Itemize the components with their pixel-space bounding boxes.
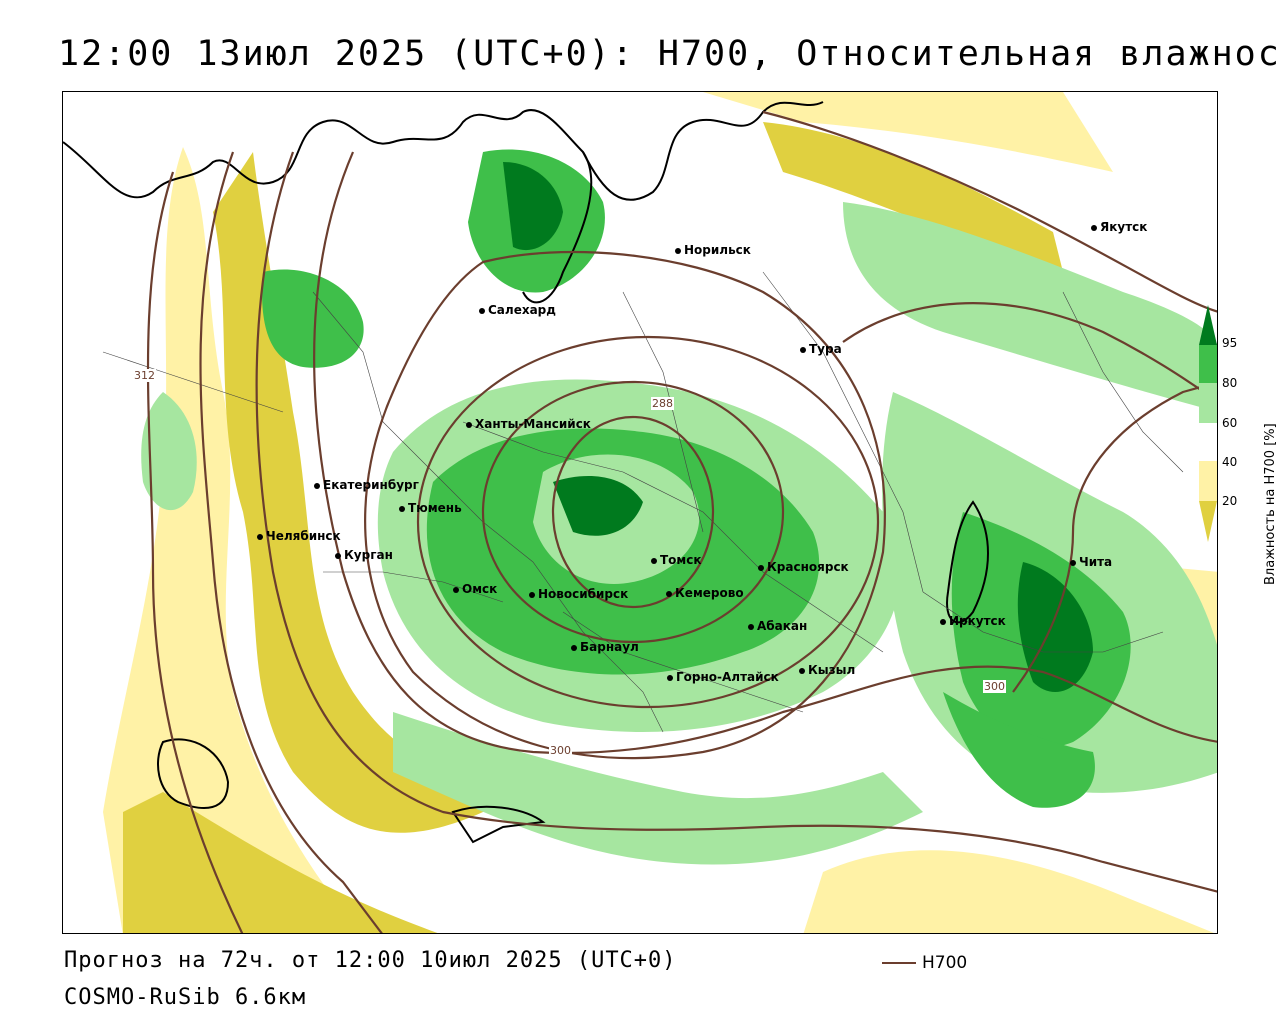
- colorbar-tick: 95: [1222, 336, 1238, 350]
- city-dot-icon: [675, 247, 681, 254]
- contour-label: 300: [549, 744, 572, 757]
- city-dot-icon: [571, 644, 577, 651]
- city-marker: Салехард: [479, 303, 556, 317]
- contour-label: 288: [651, 397, 674, 410]
- city-marker: Екатеринбург: [314, 478, 419, 492]
- coastlines: [63, 101, 989, 844]
- city-dot-icon: [314, 482, 320, 489]
- city-dot-icon: [399, 505, 405, 512]
- map-canvas: [63, 92, 1217, 933]
- city-dot-icon: [799, 667, 805, 674]
- contour-legend: H700: [882, 953, 967, 973]
- city-marker: Омск: [453, 582, 497, 596]
- moist-zones: [141, 149, 1217, 865]
- city-dot-icon: [748, 623, 754, 630]
- city-dot-icon: [453, 586, 459, 593]
- city-dot-icon: [940, 618, 946, 625]
- contour-line-icon: [882, 962, 916, 964]
- city-dot-icon: [257, 533, 263, 540]
- city-dot-icon: [758, 564, 764, 571]
- city-marker: Горно-Алтайск: [667, 670, 779, 684]
- city-dot-icon: [1070, 559, 1076, 566]
- city-dot-icon: [666, 590, 672, 597]
- city-marker: Красноярск: [758, 560, 849, 574]
- city-marker: Томск: [651, 553, 702, 567]
- city-marker: Ханты-Мансийск: [466, 417, 591, 431]
- contour-label: 312: [133, 369, 156, 382]
- colorbar-tick: 20: [1222, 494, 1238, 508]
- colorbar-label: Влажность на H700 [%]: [1263, 423, 1278, 585]
- city-marker: Челябинск: [257, 529, 341, 543]
- humidity-colorbar: [1199, 305, 1217, 542]
- city-marker: Тюмень: [399, 501, 462, 515]
- colorbar-tick: 40: [1222, 455, 1238, 469]
- city-dot-icon: [479, 307, 485, 314]
- city-marker: Абакан: [748, 619, 807, 633]
- colorbar-tick: 80: [1222, 376, 1238, 390]
- city-marker: Тура: [800, 342, 842, 356]
- city-marker: Курган: [335, 548, 393, 562]
- model-name: COSMO-RuSib 6.6км: [64, 985, 307, 1010]
- city-marker: Кызыл: [799, 663, 855, 677]
- contour-label: 300: [983, 680, 1006, 693]
- colorbar-tick: 60: [1222, 416, 1238, 430]
- city-marker: Барнаул: [571, 640, 639, 654]
- city-dot-icon: [529, 591, 535, 598]
- h700-contours: [146, 110, 1217, 933]
- city-dot-icon: [1091, 224, 1097, 231]
- city-marker: Якутск: [1091, 220, 1147, 234]
- city-dot-icon: [335, 552, 341, 559]
- city-dot-icon: [667, 674, 673, 681]
- humidity-map: 312 288 300 300 Якутск Норильск Салехард…: [62, 91, 1218, 934]
- city-marker: Новосибирск: [529, 587, 628, 601]
- city-dot-icon: [651, 557, 657, 564]
- city-marker: Чита: [1070, 555, 1112, 569]
- city-dot-icon: [466, 421, 472, 428]
- city-marker: Норильск: [675, 243, 751, 257]
- city-marker: Кемерово: [666, 586, 744, 600]
- map-title: 12:00 13июл 2025 (UTC+0): H700, Относите…: [58, 34, 1280, 74]
- city-dot-icon: [800, 346, 806, 353]
- forecast-info: Прогноз на 72ч. от 12:00 10июл 2025 (UTC…: [64, 948, 677, 973]
- city-marker: Иркутск: [940, 614, 1006, 628]
- legend-label: H700: [922, 953, 968, 973]
